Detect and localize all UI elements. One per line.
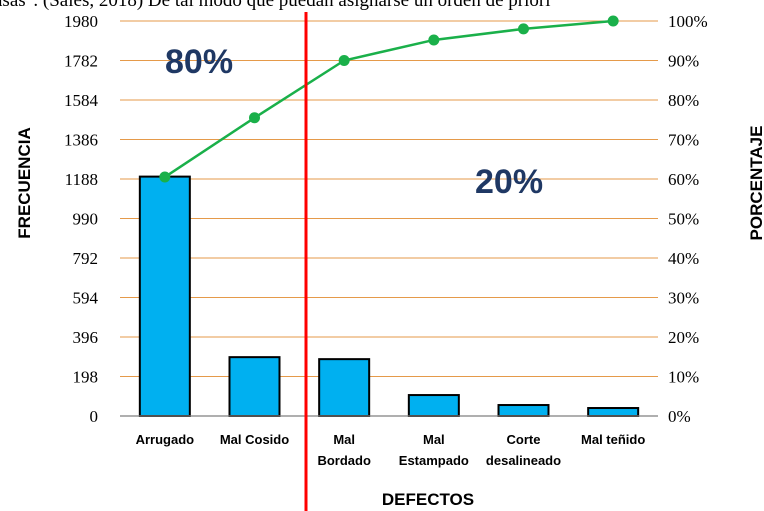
y2-tick-label: 20% — [668, 328, 699, 347]
cumulative-point — [428, 34, 440, 46]
y2-tick-label: 70% — [668, 131, 699, 150]
y-tick-label: 198 — [73, 368, 99, 387]
bar — [318, 358, 371, 418]
bars — [138, 175, 640, 418]
y-tick-label: 1584 — [64, 91, 99, 110]
left-axis-ticks: 0 198 396 594 792 990 1188 1386 1584 1782 1980 — [64, 12, 99, 426]
bar — [497, 404, 550, 417]
y2-tick-label: 80% — [668, 91, 699, 110]
y-tick-label: 990 — [73, 210, 99, 229]
x-category-label: Arrugado — [136, 432, 195, 447]
cumulative-point — [249, 112, 260, 124]
annotation-20: 20% — [475, 163, 543, 201]
bar — [587, 407, 640, 418]
x-category-labels: Arrugado Mal Cosido Mal Bordado Mal Estampado… — [136, 432, 646, 468]
y-tick-label: 1188 — [65, 170, 98, 189]
x-axis-title: DEFECTOS — [382, 490, 474, 509]
cumulative-line — [159, 15, 619, 183]
y2-tick-label: 60% — [668, 170, 699, 189]
y2-tick-label: 40% — [668, 249, 699, 268]
gridlines — [120, 20, 658, 377]
bar — [407, 394, 460, 418]
y2-axis-title: PORCENTAJE — [747, 126, 764, 241]
y-axis-title: FRECUENCIA — [15, 127, 34, 238]
annotation-80: 80% — [165, 43, 233, 81]
cumulative-polyline — [164, 19, 614, 179]
caption-text: asas". (Sales, 2018) De tal modo que pue… — [0, 0, 551, 11]
y2-tick-label: 0% — [668, 407, 691, 426]
x-category-label: Mal Bordado — [317, 432, 371, 468]
x-category-label: Corte desalineado — [486, 432, 561, 468]
x-category-label: Mal teñido — [581, 432, 645, 447]
y-tick-label: 396 — [73, 328, 99, 347]
cumulative-point — [518, 23, 529, 35]
y2-tick-label: 10% — [668, 368, 699, 387]
cumulative-point — [338, 55, 350, 66]
x-category-label: Mal Cosido — [220, 432, 289, 447]
y-tick-label: 1980 — [64, 12, 98, 31]
y-tick-label: 1386 — [64, 131, 98, 150]
y2-tick-label: 50% — [668, 210, 699, 229]
y2-tick-label: 100% — [668, 12, 708, 31]
x-category-label: Mal Estampado — [399, 432, 469, 468]
y-tick-label: 1782 — [64, 52, 98, 71]
bar — [228, 356, 281, 417]
bar — [138, 175, 191, 417]
right-axis-ticks: 0% 10% 20% 30% 40% 50% 60% 70% 80% 90% 100% — [668, 12, 708, 426]
cumulative-point — [159, 171, 171, 183]
y-tick-label: 792 — [73, 249, 99, 268]
cumulative-point — [607, 15, 619, 27]
y-tick-label: 594 — [73, 289, 99, 308]
y-tick-label: 0 — [90, 407, 99, 426]
y2-tick-label: 30% — [668, 289, 699, 308]
y2-tick-label: 90% — [668, 52, 699, 71]
